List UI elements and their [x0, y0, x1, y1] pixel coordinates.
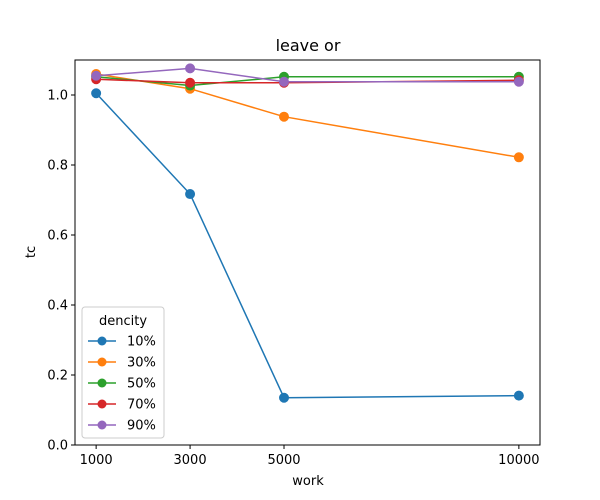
y-axis: 0.0 0.2 0.4 0.6 0.8 1.0 — [47, 89, 75, 454]
x-axis-label: work — [292, 474, 324, 489]
series-line — [96, 67, 519, 83]
data-point — [513, 76, 524, 87]
y-tick-label: 0.0 — [47, 439, 68, 454]
y-tick-label: 0.6 — [47, 229, 68, 244]
data-point — [279, 76, 290, 87]
legend: dencity 10% 30% 50% 70% 90% — [81, 306, 165, 439]
y-axis-label: tc — [24, 246, 39, 258]
data-point — [91, 88, 102, 99]
data-point — [185, 77, 196, 88]
legend-marker — [97, 420, 107, 430]
x-tick-label: 5000 — [267, 453, 300, 468]
series-layer — [91, 63, 524, 403]
x-axis: 1000 3000 5000 10000 — [80, 445, 540, 468]
data-point — [279, 392, 290, 403]
legend-entries: 10% 30% 50% 70% 90% — [88, 335, 156, 434]
x-tick-label: 3000 — [174, 453, 207, 468]
y-tick-label: 0.2 — [47, 369, 68, 384]
series-line — [95, 92, 519, 399]
x-tick-label: 10000 — [498, 453, 539, 468]
data-point — [279, 111, 290, 122]
legend-label: 50% — [127, 377, 156, 392]
legend-label: 90% — [127, 419, 156, 434]
legend-marker — [97, 378, 107, 388]
legend-title: dencity — [99, 314, 147, 329]
legend-label: 30% — [127, 356, 156, 371]
y-tick-label: 1.0 — [47, 89, 68, 104]
chart-title: leave or — [276, 36, 341, 55]
plot-frame — [74, 59, 541, 446]
data-point — [513, 152, 524, 163]
legend-marker — [97, 336, 107, 346]
data-point — [185, 63, 196, 74]
data-point — [185, 189, 196, 200]
x-tick-label: 1000 — [80, 453, 113, 468]
legend-label: 10% — [127, 335, 156, 350]
data-point — [513, 390, 524, 401]
data-point — [91, 70, 102, 81]
legend-marker — [97, 399, 107, 409]
y-tick-label: 0.8 — [47, 159, 68, 174]
y-tick-label: 0.4 — [47, 299, 68, 314]
legend-label: 70% — [127, 398, 156, 413]
legend-marker — [97, 357, 107, 367]
